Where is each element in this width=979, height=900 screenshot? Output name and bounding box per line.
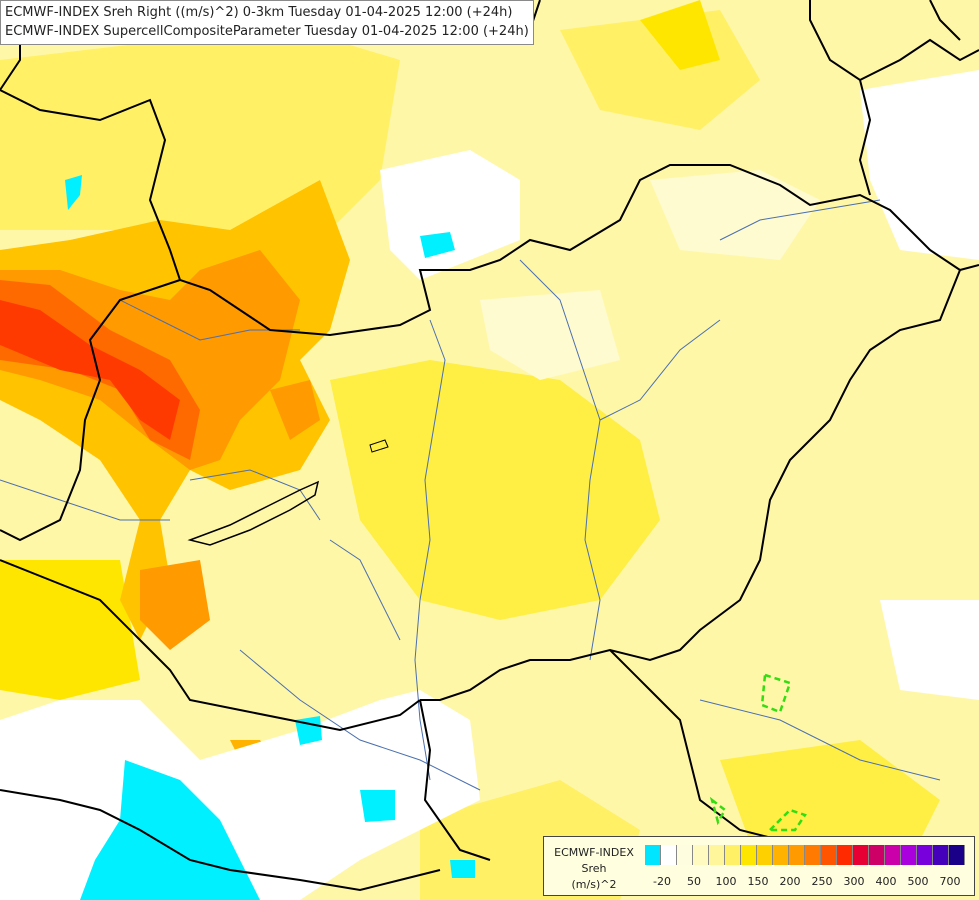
legend-tick-label: 500	[907, 875, 929, 888]
legend-title-line-1: ECMWF-INDEX	[554, 846, 634, 859]
legend-swatch	[693, 845, 709, 865]
legend-tick-label: 200	[779, 875, 801, 888]
field-cyan-north	[420, 232, 455, 258]
legend-tick-label: 250	[811, 875, 833, 888]
legend-title-line-3: (m/s)^2	[571, 878, 617, 891]
legend-tick-label: 300	[843, 875, 865, 888]
field-cyan-spot1	[360, 790, 395, 822]
field-orange-sw	[140, 560, 210, 650]
scp-contours	[709, 673, 807, 832]
color-legend: ECMWF-INDEX Sreh (m/s)^2 -20 50 100 150 200 2…	[543, 836, 975, 896]
legend-title-line-2: Sreh	[581, 862, 607, 875]
legend-ticks: -20 50 100 150 200 250 300 400 500 700	[645, 875, 975, 889]
field-yellow-north-core	[640, 0, 720, 70]
lake-balaton	[187, 480, 320, 546]
legend-tick-label: 150	[747, 875, 769, 888]
field-cyan-sw	[80, 760, 260, 900]
legend-tick-label: -20	[653, 875, 671, 888]
field-cyan-south	[450, 860, 475, 878]
legend-swatch	[933, 845, 949, 865]
field-white-north	[380, 150, 520, 280]
legend-swatch	[917, 845, 933, 865]
field-red-core	[0, 300, 180, 440]
title-line-2: ECMWF-INDEX SupercellCompositeParameter …	[5, 24, 529, 39]
legend-swatch	[789, 845, 805, 865]
legend-title: ECMWF-INDEX Sreh (m/s)^2	[548, 845, 640, 893]
field-white-ne	[860, 70, 979, 260]
legend-swatch	[853, 845, 869, 865]
title-line-1: ECMWF-INDEX Sreh Right ((m/s)^2) 0-3km T…	[5, 5, 513, 20]
legend-tick-label: 50	[687, 875, 701, 888]
lake-small	[369, 439, 389, 453]
legend-swatch	[805, 845, 821, 865]
field-cyan-nw	[65, 175, 82, 210]
legend-swatch	[677, 845, 693, 865]
field-yellow-center	[330, 360, 660, 620]
legend-swatches	[645, 845, 965, 865]
legend-swatch	[725, 845, 741, 865]
field-yellow-west	[0, 560, 140, 700]
legend-swatch	[869, 845, 885, 865]
legend-tick-label: 100	[715, 875, 737, 888]
field-white-east	[880, 600, 979, 700]
legend-swatch	[949, 845, 965, 865]
field-pale-center	[480, 290, 620, 380]
legend-swatch	[741, 845, 757, 865]
field-orange-spot	[270, 380, 320, 440]
field-pale-east	[650, 170, 820, 260]
map-title: ECMWF-INDEX Sreh Right ((m/s)^2) 0-3km T…	[0, 0, 534, 45]
legend-tick-label: 700	[939, 875, 961, 888]
legend-swatch	[645, 845, 661, 865]
legend-swatch	[837, 845, 853, 865]
legend-swatch	[709, 845, 725, 865]
legend-swatch	[757, 845, 773, 865]
legend-tick-label: 400	[875, 875, 897, 888]
legend-swatch	[661, 845, 677, 865]
legend-swatch	[773, 845, 789, 865]
legend-swatch	[901, 845, 917, 865]
legend-swatch	[821, 845, 837, 865]
legend-swatch	[885, 845, 901, 865]
